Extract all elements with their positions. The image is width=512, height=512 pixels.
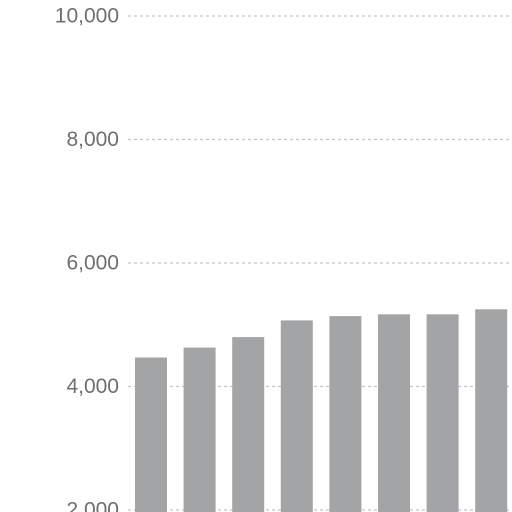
bar bbox=[135, 357, 167, 512]
bar bbox=[183, 347, 216, 512]
bar bbox=[426, 314, 459, 512]
bar bbox=[475, 309, 508, 512]
y-axis-tick-labels: 10,000 8,000 6,000 4,000 2,000 bbox=[55, 5, 119, 512]
bar bbox=[232, 337, 265, 512]
y-tick-label: 10,000 bbox=[55, 5, 119, 28]
bars bbox=[135, 309, 508, 512]
bar bbox=[329, 316, 362, 512]
y-tick-label: 4,000 bbox=[66, 375, 119, 398]
y-tick-label: 8,000 bbox=[66, 128, 119, 151]
y-tick-label: 6,000 bbox=[66, 252, 119, 275]
bar bbox=[280, 320, 313, 512]
bar bbox=[378, 314, 410, 512]
y-tick-label: 2,000 bbox=[66, 499, 119, 512]
